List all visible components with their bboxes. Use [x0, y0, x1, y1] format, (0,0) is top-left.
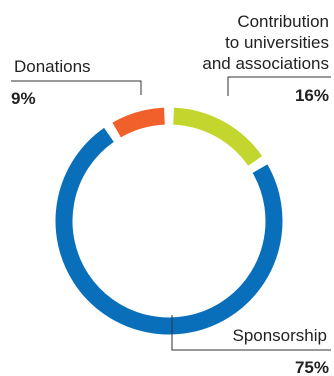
donut-slice-contribution — [172, 107, 263, 166]
slice-label-contribution-line-3: and associations — [202, 54, 329, 73]
slice-value-contribution: 16% — [295, 86, 329, 105]
slice-label-contribution-line-2: to universities — [225, 33, 329, 52]
leader-line-sponsorship — [171, 315, 331, 351]
slice-label-donations: Donations — [14, 57, 91, 76]
slice-value-sponsorship: 75% — [295, 358, 329, 376]
slice-label-sponsorship: Sponsorship — [232, 326, 327, 345]
label-group-donations: Donations 9% — [11, 57, 142, 108]
donut-ring — [55, 107, 283, 335]
slice-value-donations: 9% — [11, 89, 36, 108]
donut-slice-sponsorship — [55, 127, 283, 335]
leader-line-donations — [11, 80, 142, 95]
donut-slice-donations — [112, 107, 166, 138]
label-group-contribution: Contribution to universities and associa… — [202, 12, 331, 105]
slice-label-contribution-line-1: Contribution — [237, 12, 329, 31]
leader-line-contribution — [227, 76, 331, 96]
label-group-sponsorship: Sponsorship 75% — [171, 315, 331, 376]
